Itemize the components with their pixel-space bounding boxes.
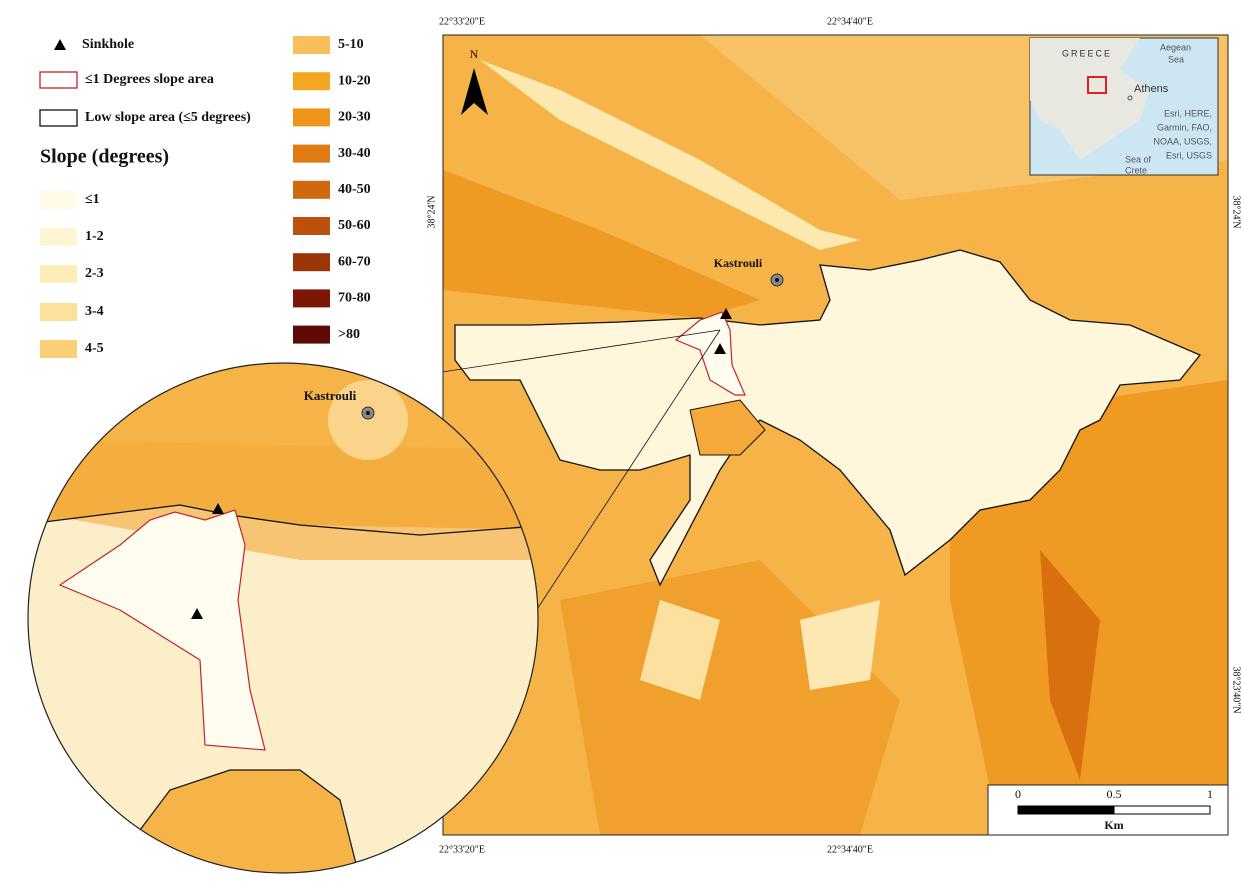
- inset-label: Crete: [1125, 165, 1147, 175]
- legend-label: ≤1: [85, 192, 100, 207]
- legend-label: 4-5: [85, 341, 104, 356]
- legend-label: 20-30: [338, 110, 371, 125]
- legend-swatch: [293, 144, 330, 163]
- legend-label: 2-3: [85, 266, 104, 281]
- legend-swatch: [293, 36, 330, 54]
- legend-label: 3-4: [85, 304, 104, 319]
- legend-swatch: [293, 289, 330, 308]
- legend-swatch: [293, 253, 330, 272]
- legend-label: 60-70: [338, 254, 371, 269]
- scale-label: 0.5: [1107, 787, 1122, 801]
- legend-swatch: [40, 191, 77, 209]
- legend-label: 40-50: [338, 182, 371, 197]
- legend-label: Low slope area (≤5 degrees): [85, 110, 251, 125]
- legend-label: 70-80: [338, 291, 371, 306]
- inset-label: GREECE: [1062, 48, 1112, 58]
- legend-label: ≤1 Degrees slope area: [85, 72, 214, 87]
- legend-swatch: [40, 228, 77, 246]
- inset-credit: Garmin, FAO,: [1157, 122, 1212, 132]
- coord-label: 22°33'20"E: [439, 844, 485, 855]
- place-label: Kastrouli: [714, 256, 763, 270]
- legend-label: 30-40: [338, 146, 371, 161]
- inset-label: Athens: [1134, 83, 1169, 95]
- scale-unit: Km: [1104, 818, 1123, 832]
- scale-label: 0: [1015, 787, 1021, 801]
- scale-label: 1: [1207, 787, 1213, 801]
- inset-credit: Esri, HERE,: [1164, 108, 1212, 118]
- legend-swatch: [40, 340, 77, 358]
- legend-label: >80: [338, 327, 360, 342]
- legend: Sinkhole ≤1 Degrees slope area Low slope…: [39, 36, 371, 358]
- inset-credit: Esri, USGS: [1166, 150, 1212, 160]
- legend-label: 10-20: [338, 73, 371, 88]
- coord-label: 38°24'N: [1231, 195, 1242, 228]
- coord-label: 22°34'40"E: [827, 844, 873, 855]
- north-label: N: [470, 47, 479, 61]
- legend-label: 5-10: [338, 37, 364, 52]
- legend-label: 1-2: [85, 229, 104, 244]
- coord-label: 38°24'N: [426, 195, 437, 228]
- legend-swatch: [40, 265, 77, 283]
- legend-swatch: [293, 325, 330, 344]
- coord-label: 22°34'40"E: [827, 16, 873, 27]
- scale-segment: [1017, 805, 1115, 815]
- scale-segment: [1113, 805, 1211, 815]
- inset-credit: NOAA, USGS,: [1153, 136, 1212, 146]
- coord-label: 22°33'20"E: [439, 16, 485, 27]
- place-label: Kastrouli: [304, 388, 357, 403]
- legend-swatch: [40, 303, 77, 321]
- inset-map: GREECE Aegean Sea Athens Esri, HERE, Gar…: [1029, 37, 1219, 176]
- coord-label: 38°23'40"N: [1231, 666, 1242, 713]
- inset-label: Sea of: [1125, 154, 1152, 164]
- inset-label: Aegean: [1160, 42, 1191, 52]
- legend-swatch: [293, 217, 330, 235]
- legend-swatch: [293, 108, 330, 127]
- legend-swatch: [293, 180, 330, 199]
- legend-swatch: [293, 72, 330, 91]
- legend-label: 50-60: [338, 218, 371, 233]
- scale-bar: 0 0.5 1 Km: [1015, 787, 1213, 832]
- legend-title: Slope (degrees): [40, 146, 169, 168]
- inset-label: Sea: [1168, 54, 1184, 64]
- legend-label: Sinkhole: [82, 37, 134, 52]
